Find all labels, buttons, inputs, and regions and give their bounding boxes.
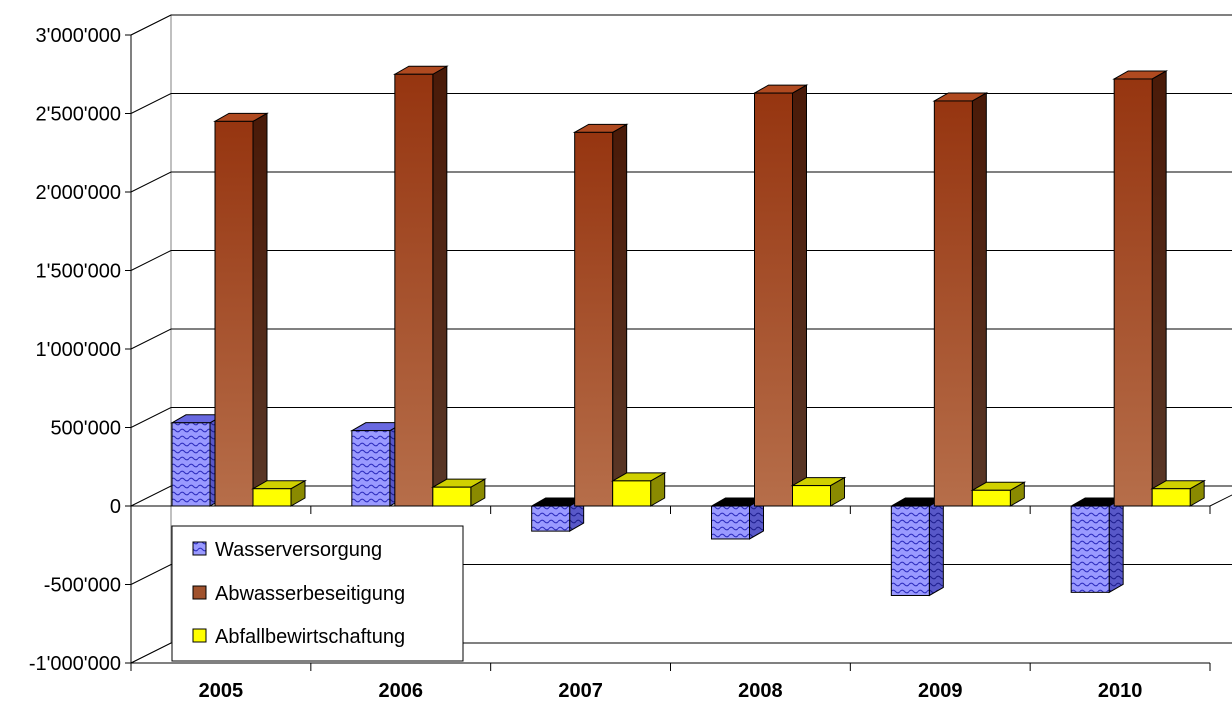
bar-front-face [933,100,973,507]
y-tick-label: 3'000'000 [36,25,122,47]
gridline [130,407,1232,428]
bar-abfallbewirtschaftung-2007 [610,472,667,507]
y-tick-label: 1'500'000 [36,261,122,283]
bar-side-face [1108,497,1124,594]
gridlines [130,14,1232,664]
bar-front-face [214,120,254,507]
y-tick-label: 2'000'000 [36,182,122,204]
bar-side-face [1151,70,1167,507]
bar-abwasserbeseitigung-2007 [572,123,629,507]
bar-front-face [171,422,211,507]
y-tick-label: 500'000 [50,418,121,440]
y-tick-label: 1'000'000 [36,339,122,361]
bar-front-face [432,486,472,507]
bar-front-face [351,430,391,507]
bar-abfallbewirtschaftung-2009 [970,481,1027,507]
x-category-label: 2007 [558,680,603,702]
x-category-label: 2008 [738,680,783,702]
bar-wasserversorgung-2008 [709,497,766,540]
x-category-label: 2009 [918,680,963,702]
bar-front-face [1070,505,1110,593]
x-category-label: 2006 [379,680,424,702]
bar-abfallbewirtschaftung-2006 [430,478,487,507]
gridline [130,564,1232,585]
bar-side-face [432,65,448,507]
bar-front-face [1113,78,1153,507]
x-category-label: 2010 [1098,680,1143,702]
bar-abfallbewirtschaftung-2010 [1150,479,1207,507]
legend-item-abfallbewirtschaftung: Abfallbewirtschaftung [192,626,405,648]
bar-abfallbewirtschaftung-2005 [251,479,307,507]
bar-side-face [928,497,944,597]
bar-front-face [754,92,793,507]
legend-label-wasserversorgung: Wasserversorgung [215,539,382,561]
bar-front-face [574,131,614,507]
bar-wasserversorgung-2007 [529,497,586,532]
y-tick-label: 0 [110,496,121,518]
gridline [130,642,1232,664]
legend-box [171,525,464,662]
bar-wasserversorgung-2010 [1069,497,1126,594]
legend-swatch-wasserversorgung [192,541,207,556]
bar-side-face [612,123,628,507]
gridline [130,328,1232,350]
bar-front-face [890,505,930,596]
y-tick-label: 2'500'000 [36,104,122,126]
gridline [130,250,1232,271]
y-tick-labels: 3'000'000 2'500'000 2'000'000 1'500'000 1'00… [29,25,121,675]
y-tick-label: -1'000'000 [29,653,121,675]
legend-label-abwasserbeseitigung: Abwasserbeseitigung [215,583,405,605]
gridline [130,93,1232,114]
bar-front-face [971,489,1011,507]
gridline [130,171,1232,193]
bar-abfallbewirtschaftung-2008 [790,476,847,507]
bar-front-face [612,480,652,507]
y-tick-label: -500'000 [44,575,121,597]
bar-wasserversorgung-2009 [889,497,946,597]
bar-side-face [252,112,268,507]
bar-abwasserbeseitigung-2005 [213,112,269,507]
legend-item-wasserversorgung: Wasserversorgung [192,539,382,561]
bar-side-face [792,84,807,507]
bar-side-face [971,92,987,507]
bar-front-face [711,505,750,540]
axes [125,34,1232,671]
legend: Wasserversorgung Abwasserbeseitigung Abf… [171,525,464,662]
legend-swatch-abwasserbeseitigung [192,585,207,600]
bar-front-face [252,488,292,507]
bar-front-face [531,505,571,532]
bar-front-face [394,73,434,507]
bars [170,65,1207,597]
legend-item-abwasserbeseitigung: Abwasserbeseitigung [192,583,405,605]
bar-front-face [792,485,831,507]
gridline [130,14,1232,36]
bar-front-face [1151,488,1191,507]
bar-abwasserbeseitigung-2009 [932,92,989,507]
legend-label-abfallbewirtschaftung: Abfallbewirtschaftung [215,626,405,648]
bar-abwasserbeseitigung-2010 [1112,70,1169,507]
bar-abwasserbeseitigung-2006 [392,65,449,507]
x-category-label: 2005 [199,680,244,702]
gridline [130,485,1232,507]
bar-abwasserbeseitigung-2008 [752,84,809,507]
legend-swatch-abfallbewirtschaftung [192,628,207,643]
x-category-labels: 2005 2006 2007 2008 2009 2010 [199,680,1143,702]
